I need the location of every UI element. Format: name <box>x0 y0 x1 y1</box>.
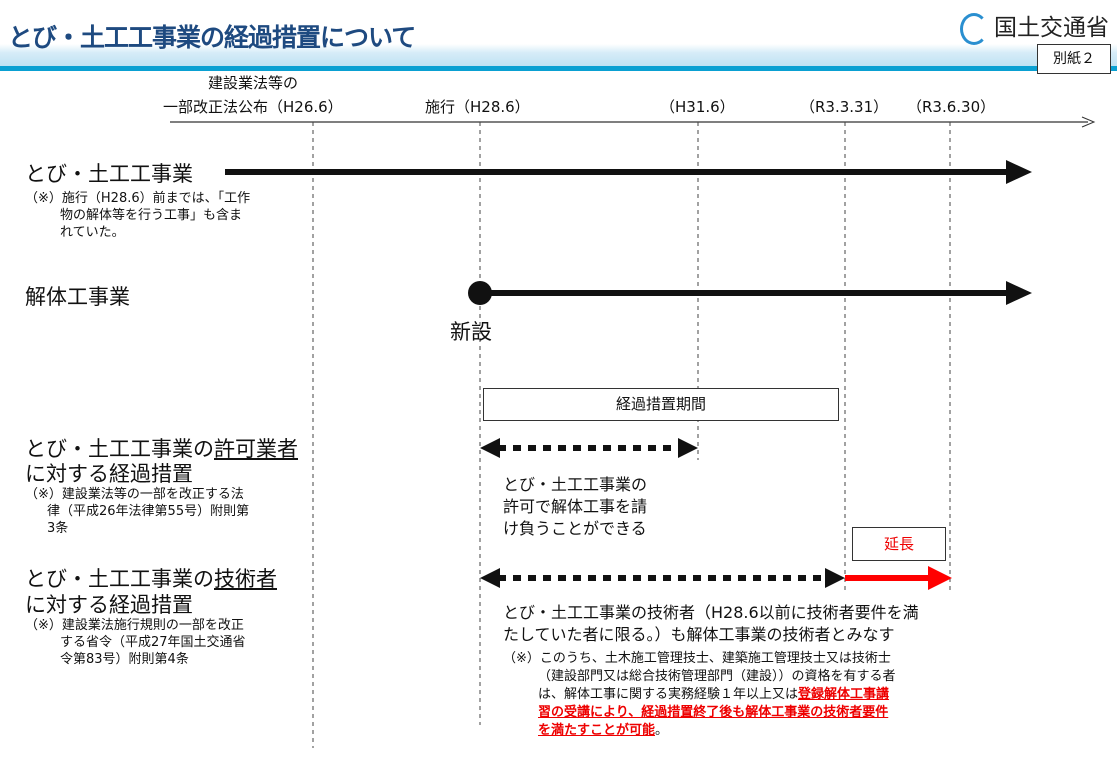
engineer-title: とび・土工工事業の技術者 <box>25 567 277 591</box>
tobi-note: （※）施行（H28.6）前までは、「工作 物の解体等を行う工事」も含ま れていた。 <box>25 191 251 240</box>
transition-period-box: 経過措置期間 <box>483 388 839 421</box>
kaitai-title: 解体工事業 <box>25 285 130 309</box>
tick-h26-line1: 建設業法等の <box>208 74 299 92</box>
engineer-arrowhead-left <box>480 568 500 588</box>
engineer-title2: に対する経過措置 <box>25 593 193 617</box>
tick-r3-3: （R3.3.31） <box>800 98 889 116</box>
time-axis-arrowhead <box>1081 116 1096 128</box>
tick-h28: 施行（H28.6） <box>425 98 530 116</box>
extension-arrowhead <box>928 566 952 590</box>
permit-description: とび・土工工事業の 許可で解体工事を請 け負うことができる <box>503 475 648 538</box>
logo-mark-icon <box>960 12 988 45</box>
extension-box: 延長 <box>852 527 946 561</box>
permit-title2: に対する経過措置 <box>25 462 193 486</box>
permit-note: （※）建設業法等の一部を改正する法 律（平成26年法律第55号）附則第 3条 <box>25 487 250 536</box>
tick-r3-6: （R3.6.30） <box>907 98 996 116</box>
engineer-description: とび・土工工事業の技術者（H28.6以前に技術者要件を満 たしていた者に限る。）も… <box>503 603 919 644</box>
annex-label: 別紙２ <box>1037 44 1111 74</box>
tobi-title: とび・土工工事業 <box>25 162 193 186</box>
ministry-logo: 国土交通省 <box>960 8 1109 45</box>
engineer-note: （※）建設業法施行規則の一部を改正 する省令（平成27年国土交通省 令第83号）附則… <box>25 618 246 667</box>
page-title: とび・土工工事業の経過措置について <box>8 23 416 52</box>
header-band <box>0 44 1117 66</box>
engineer-subnote: （※）このうち、土木施工管理技士、建築施工管理技士又は技術士 （建設部門又は総合… <box>503 651 896 738</box>
header-rule <box>0 66 1117 71</box>
logo-text: 国土交通省 <box>994 15 1109 41</box>
kaitai-arrowhead <box>1006 281 1032 305</box>
permit-title: とび・土工工事業の許可業者 <box>25 437 298 461</box>
permit-arrowhead-left <box>480 438 500 458</box>
permit-arrowhead-right <box>678 438 698 458</box>
new-label: 新設 <box>450 320 492 344</box>
engineer-arrowhead-right <box>825 568 845 588</box>
tobi-arrowhead <box>1006 160 1032 184</box>
tick-h31: （H31.6） <box>660 98 735 116</box>
tick-h26-line2: 一部改正法公布（H26.6） <box>163 98 343 116</box>
